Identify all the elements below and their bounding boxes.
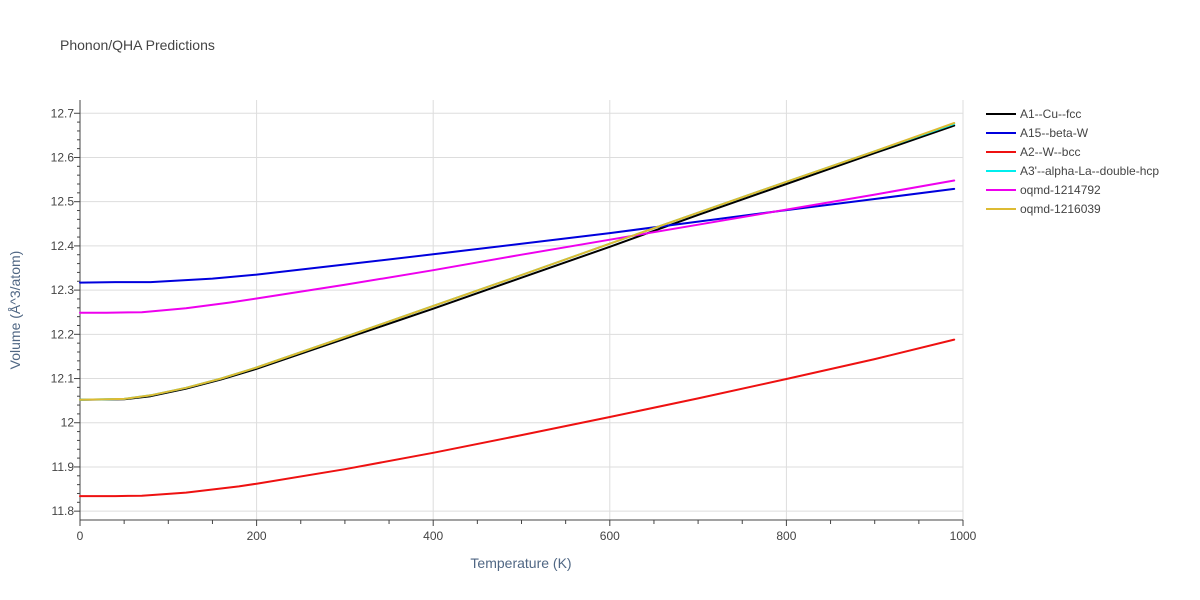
y-tick-label: 12.3 xyxy=(51,283,75,297)
chart-title: Phonon/QHA Predictions xyxy=(60,37,215,53)
y-tick-label: 12.1 xyxy=(51,372,75,386)
legend-item-1[interactable]: A15--beta-W xyxy=(986,126,1089,140)
legend-item-3[interactable]: A3'--alpha-La--double-hcp xyxy=(986,164,1159,178)
legend-item-0[interactable]: A1--Cu--fcc xyxy=(986,107,1081,121)
x-tick-label: 800 xyxy=(776,529,796,543)
y-tick-label: 12.7 xyxy=(51,106,75,120)
series-line-2 xyxy=(79,338,956,498)
series-line-3 xyxy=(79,122,956,401)
x-axis-title: Temperature (K) xyxy=(470,555,571,571)
series-line-0 xyxy=(79,124,956,401)
legend-label: A1--Cu--fcc xyxy=(1020,107,1081,121)
legend: A1--Cu--fcc A15--beta-W A2--W--bcc A3'--alp… xyxy=(986,107,1159,216)
y-tick-label: 11.8 xyxy=(52,504,75,518)
tick-labels: 0 200 400 600 800 1000 11.8 11.9 12 12.1 12.2 12.3 1… xyxy=(51,106,977,543)
legend-label: A3'--alpha-La--double-hcp xyxy=(1020,164,1159,178)
legend-label: oqmd-1214792 xyxy=(1020,183,1101,197)
legend-item-4[interactable]: oqmd-1214792 xyxy=(986,183,1101,197)
x-tick-label: 600 xyxy=(600,529,620,543)
y-tick-label: 12.6 xyxy=(51,150,75,164)
x-tick-label: 400 xyxy=(423,529,443,543)
legend-label: A15--beta-W xyxy=(1020,126,1089,140)
grid xyxy=(79,100,964,520)
y-axis-title: Volume (Å^3/atom) xyxy=(7,251,23,370)
y-tick-label: 12.4 xyxy=(51,239,75,253)
axes xyxy=(74,100,964,526)
y-tick-label: 12 xyxy=(61,416,75,430)
y-tick-label: 12.2 xyxy=(51,327,75,341)
y-tick-label: 11.9 xyxy=(52,460,75,474)
legend-item-5[interactable]: oqmd-1216039 xyxy=(986,202,1101,216)
x-tick-label: 200 xyxy=(247,529,267,543)
series-line-4 xyxy=(79,179,956,314)
y-tick-label: 12.5 xyxy=(51,195,75,209)
series-lines xyxy=(79,122,956,498)
series-line-5 xyxy=(79,122,956,401)
x-tick-label: 1000 xyxy=(950,529,977,543)
x-tick-label: 0 xyxy=(77,529,84,543)
legend-item-2[interactable]: A2--W--bcc xyxy=(986,145,1080,159)
legend-label: oqmd-1216039 xyxy=(1020,202,1101,216)
legend-label: A2--W--bcc xyxy=(1020,145,1080,159)
